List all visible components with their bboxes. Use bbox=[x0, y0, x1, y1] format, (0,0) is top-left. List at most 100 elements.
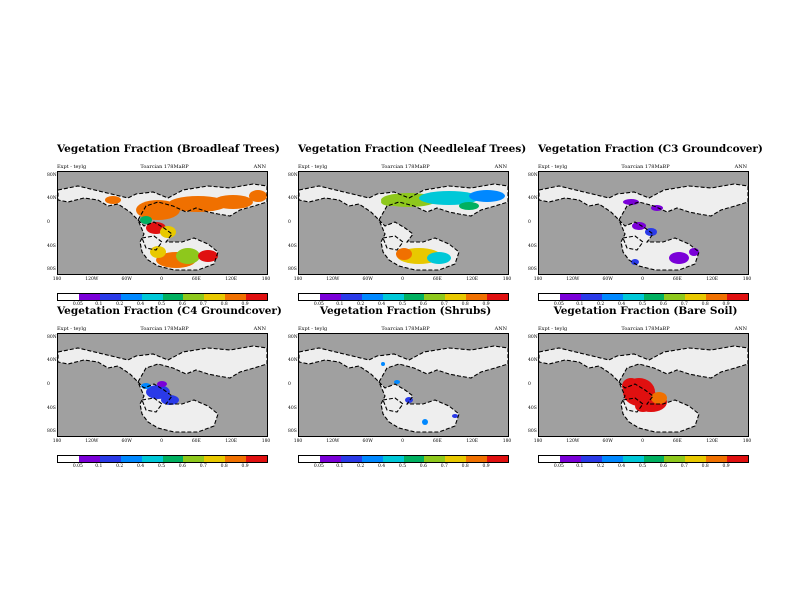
lon-tick-label: 180 bbox=[52, 277, 62, 282]
season-label: ANN bbox=[253, 326, 266, 332]
vegetation-patch bbox=[168, 196, 228, 212]
colorbar-swatch bbox=[664, 456, 686, 462]
colorbar-swatch bbox=[727, 456, 749, 462]
panel-title: Vegetation Fraction (C4 Groundcover) bbox=[57, 305, 282, 317]
lon-tick-label: 120W bbox=[85, 439, 99, 444]
lat-tick-label: 40N bbox=[47, 196, 57, 201]
lon-tick-label: 0 bbox=[641, 277, 644, 282]
lon-tick-label: 120W bbox=[566, 439, 580, 444]
vegetation-patch bbox=[651, 392, 667, 404]
colorbar-label: 0.1 bbox=[336, 302, 344, 307]
lon-tick-label: 60E bbox=[191, 277, 201, 282]
map-panel-needleleaf: Vegetation Fraction (Needleleaf Trees) E… bbox=[288, 143, 526, 323]
lat-tick-label: 80S bbox=[528, 429, 537, 434]
colorbar-label: 0.1 bbox=[95, 302, 103, 307]
panel-title: Vegetation Fraction (Bare Soil) bbox=[553, 305, 738, 317]
colorbar-label: 0.5 bbox=[638, 464, 647, 469]
lon-tick-label: 180 bbox=[502, 439, 512, 444]
colorbar-swatch bbox=[204, 456, 226, 462]
colorbar-swatch bbox=[727, 294, 749, 300]
colorbar-swatch bbox=[299, 294, 320, 300]
season-label: ANN bbox=[494, 326, 507, 332]
colorbar-label: 0.7 bbox=[440, 464, 448, 469]
colorbar-swatch bbox=[706, 294, 728, 300]
map-area bbox=[57, 171, 268, 275]
lat-tick-label: 80N bbox=[47, 173, 57, 178]
lon-tick-label: 120E bbox=[225, 439, 238, 444]
colorbar-label: 0.7 bbox=[680, 302, 688, 307]
vegetation-patch bbox=[198, 250, 218, 262]
map-panel-c4: Vegetation Fraction (C4 Groundcover) Exp… bbox=[47, 305, 282, 485]
experiment-label: Expt - teylg bbox=[298, 164, 328, 170]
period-label: Toarcian 178MaBP bbox=[140, 164, 189, 170]
lon-tick-label: 180 bbox=[293, 277, 303, 282]
colorbar-label: 0.05 bbox=[72, 302, 83, 307]
colorbar-swatch bbox=[382, 456, 404, 462]
colorbar-swatch bbox=[340, 456, 362, 462]
colorbar-label: 0.8 bbox=[220, 464, 228, 469]
landmass bbox=[299, 346, 508, 382]
colorbar-label: 0.5 bbox=[398, 302, 407, 307]
vegetation-field bbox=[141, 381, 179, 405]
landmass bbox=[142, 398, 162, 412]
colorbar bbox=[538, 293, 749, 301]
lon-tick-label: 0 bbox=[160, 277, 163, 282]
lat-tick-label: 0 bbox=[47, 220, 50, 225]
vegetation-patch bbox=[452, 414, 458, 418]
vegetation-patch bbox=[459, 202, 479, 210]
lon-tick-label: 60W bbox=[602, 277, 613, 282]
colorbar-label: 0.05 bbox=[313, 464, 324, 469]
colorbar-swatch bbox=[706, 456, 728, 462]
lon-tick-label: 120E bbox=[706, 277, 719, 282]
colorbar-swatch bbox=[685, 294, 707, 300]
colorbar-label: 0.4 bbox=[378, 302, 386, 307]
lon-tick-label: 0 bbox=[160, 439, 163, 444]
colorbar-swatch bbox=[183, 456, 205, 462]
colorbar-label: 0.2 bbox=[116, 464, 124, 469]
colorbar-label: 0.4 bbox=[618, 464, 626, 469]
colorbar-swatch bbox=[559, 294, 581, 300]
colorbar bbox=[298, 455, 509, 463]
colorbar-label: 0.5 bbox=[157, 302, 166, 307]
lat-tick-label: 0 bbox=[288, 220, 291, 225]
colorbar-swatch bbox=[445, 456, 467, 462]
colorbar-swatch bbox=[361, 456, 383, 462]
colorbar-swatch bbox=[403, 456, 425, 462]
lon-tick-label: 120E bbox=[466, 277, 479, 282]
colorbar-label: 0.1 bbox=[576, 464, 584, 469]
coastline bbox=[618, 381, 700, 433]
colorbar-label: 0.05 bbox=[72, 464, 83, 469]
colorbar-label: 0.1 bbox=[336, 464, 344, 469]
coastline bbox=[382, 397, 404, 413]
colorbar-label: 0.9 bbox=[241, 302, 249, 307]
map-area bbox=[538, 171, 749, 275]
colorbar-swatch bbox=[183, 294, 205, 300]
lon-tick-label: 120W bbox=[85, 277, 99, 282]
vegetation-patch bbox=[249, 190, 267, 202]
colorbar-label: 0.9 bbox=[482, 464, 490, 469]
map-panel-shrubs: Vegetation Fraction (Shrubs) Expt - teyl… bbox=[288, 305, 513, 485]
colorbar-swatch bbox=[204, 294, 226, 300]
lat-tick-label: 40S bbox=[47, 406, 56, 411]
colorbar-label: 0.6 bbox=[419, 464, 427, 469]
coastline bbox=[58, 345, 267, 383]
colorbar-swatch bbox=[685, 456, 707, 462]
colorbar-swatch bbox=[225, 456, 247, 462]
colorbar-swatch bbox=[99, 294, 121, 300]
coastline bbox=[141, 235, 163, 251]
lon-tick-label: 180 bbox=[533, 439, 543, 444]
lon-tick-label: 60E bbox=[672, 439, 682, 444]
colorbar-label: 0.7 bbox=[199, 302, 207, 307]
colorbar-swatch bbox=[299, 456, 320, 462]
lat-tick-label: 0 bbox=[47, 382, 50, 387]
period-label: Toarcian 178MaBP bbox=[381, 326, 430, 332]
colorbar-swatch bbox=[601, 294, 623, 300]
map-area bbox=[298, 333, 509, 437]
experiment-label: Expt - teylg bbox=[298, 326, 328, 332]
colorbar-swatch bbox=[382, 294, 404, 300]
lon-tick-label: 60W bbox=[121, 439, 132, 444]
lat-tick-label: 40N bbox=[47, 358, 57, 363]
lat-tick-label: 80S bbox=[528, 267, 537, 272]
coastline bbox=[141, 397, 163, 413]
colorbar-label: 0.2 bbox=[116, 302, 124, 307]
